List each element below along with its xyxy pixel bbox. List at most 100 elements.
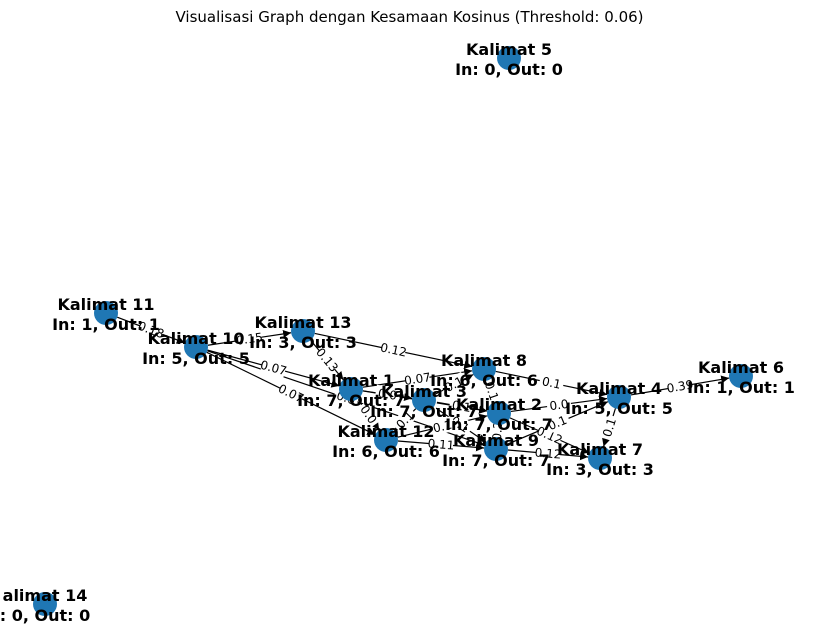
node-label-k7: Kalimat 7 In: 3, Out: 3 [546, 440, 654, 479]
graph-title: Visualisasi Graph dengan Kesamaan Kosinu… [175, 8, 644, 26]
node-k7 [588, 446, 612, 470]
node-k8 [472, 357, 496, 381]
edge-label-bg [404, 369, 431, 388]
edge-label-K9-K4: 0.1 [543, 410, 572, 435]
edge-label-bg [666, 376, 694, 396]
node-stats: In: 1, Out: 1 [52, 315, 160, 334]
node-name: Kalimat 10 [147, 329, 244, 348]
edge-weight: 0.0 [377, 386, 398, 403]
node-label-k1: Kalimat 1 In: 7, Out: 7 [297, 371, 405, 410]
node-k12 [374, 428, 398, 452]
edge-weight: 0.15 [235, 330, 263, 348]
edge-label-bg [538, 372, 565, 393]
node-stats: In: 7, Out: 7 [297, 391, 405, 410]
edge-label-bg [313, 345, 341, 374]
node-k14 [33, 592, 57, 616]
edge-label-K12-K2: 0.1 [428, 415, 456, 437]
node-k2 [487, 401, 511, 425]
node-stats: In: 7, Out: 7 [445, 415, 553, 434]
node-label-k14: alimat 14: 0, Out: 0 [0, 586, 90, 625]
node-label-k3: Kalimat 3 In: 7, Out: 7 [370, 382, 478, 421]
node-stats: In: 7, Out: 7 [442, 451, 550, 470]
node-stats: In: 0, Out: 0 [455, 60, 563, 79]
node-name: Kalimat 12 [337, 422, 434, 441]
node-label-k11: Kalimat 11 In: 1, Out: 1 [52, 295, 160, 334]
edge-weight: 0.1 [482, 380, 501, 403]
edge-weight: 0.1 [541, 374, 563, 392]
edge-weight: 0.12 [379, 340, 408, 359]
edge-weight: 0.1 [432, 417, 454, 435]
node-stats: In: 6, Out: 6 [430, 371, 538, 390]
node-label-k12: Kalimat 12 In: 6, Out: 6 [332, 422, 440, 461]
edge-label-bg [380, 339, 407, 360]
edge-label-K8-K4: 0.1 [538, 372, 565, 393]
edge-label-bg [598, 413, 620, 442]
node-name: Kalimat 13 [254, 313, 351, 332]
node-name: Kalimat 8 [441, 351, 527, 370]
edge-label-bg [374, 384, 401, 404]
node-k4 [607, 385, 631, 409]
node-labels-layer: Kalimat 1 In: 7, Out: 7 Kalimat 2 In: 7, Ou… [0, 40, 795, 625]
edge-label-K13-K8: 0.12 [379, 339, 408, 360]
edge-label-K1-K8: 0.07 [403, 369, 432, 388]
edge-label-K4-K6: 0.39 [666, 376, 695, 396]
edge-label-K4-K7: 0.1 [598, 413, 620, 442]
node-label-k13: Kalimat 13 In: 3, Out: 3 [249, 313, 357, 352]
edge-label-bg [448, 396, 475, 416]
node-k5 [497, 46, 521, 70]
node-label-k6: Kalimat 6 In: 1, Out: 1 [687, 358, 795, 397]
node-stats: In: 1, Out: 1 [687, 378, 795, 397]
node-k6 [729, 364, 753, 388]
node-name: Kalimat 2 [456, 395, 542, 414]
edge-weight: 0.1 [546, 413, 569, 433]
edge-label-K3-K2: 0.1 [448, 396, 475, 416]
edge-label-bg [277, 381, 306, 406]
edge-label-K2-K4: 0.0 [546, 395, 572, 414]
node-label-k2: Kalimat 2 In: 7, Out: 7 [445, 395, 553, 434]
edge-label-bg [481, 377, 503, 405]
node-k11 [94, 301, 118, 325]
edge-label-K10-K13: 0.15 [235, 329, 264, 348]
node-stats: In: 3, Out: 3 [546, 460, 654, 479]
edge-label-bg [236, 329, 263, 348]
node-stats: In: 5, Out: 5 [142, 349, 250, 368]
edge-weight: 0.1 [600, 416, 619, 438]
edge-weight: 0.07 [403, 370, 432, 388]
node-label-k4: Kalimat 4 In: 5, Out: 5 [565, 379, 673, 418]
edge-label-bg [428, 415, 456, 437]
node-label-k10: Kalimat 10 In: 5, Out: 5 [142, 329, 250, 368]
edge-label-bg [355, 400, 382, 429]
edge-label-bg [390, 405, 419, 434]
node-name: Kalimat 3 [381, 382, 467, 401]
nodes-layer [33, 46, 753, 616]
node-stats: In: 3, Out: 3 [249, 333, 357, 352]
node-k3 [412, 388, 436, 412]
node-stats: In: 6, Out: 6 [332, 442, 440, 461]
node-k13 [291, 319, 315, 343]
edge-label-K10-K1: 0.07 [259, 357, 288, 379]
edge-weight: 0.0 [549, 397, 570, 413]
edge-weight: 0.12 [534, 445, 562, 461]
node-stats: In: 7, Out: 7 [370, 402, 478, 421]
edge-label-bg [546, 395, 572, 414]
edge-label-bg [535, 423, 564, 447]
node-name: Kalimat 4 [576, 379, 662, 398]
node-name: Kalimat 11 [57, 295, 154, 314]
edge-label-bg [446, 411, 475, 438]
node-label-k9: Kalimat 9 In: 7, Out: 7 [442, 431, 550, 470]
node-label-k8: Kalimat 8 In: 6, Out: 6 [430, 351, 538, 390]
edge-weight: 0.39 [666, 377, 695, 395]
node-k10 [184, 335, 208, 359]
edge-weight: 0.07 [259, 358, 288, 379]
node-name: alimat 14 [3, 586, 88, 605]
node-name: Kalimat 5 [466, 40, 552, 59]
node-k1 [339, 377, 363, 401]
edge-weight: 0.11 [427, 436, 455, 452]
edge-label-bg [535, 444, 561, 462]
edge-weight: 0.2 [490, 421, 506, 441]
node-name: Kalimat 9 [453, 431, 539, 450]
node-name: Kalimat 7 [557, 440, 643, 459]
edge-label-K1-K3: 0.0 [374, 384, 401, 404]
edge-label-bg [439, 371, 468, 397]
